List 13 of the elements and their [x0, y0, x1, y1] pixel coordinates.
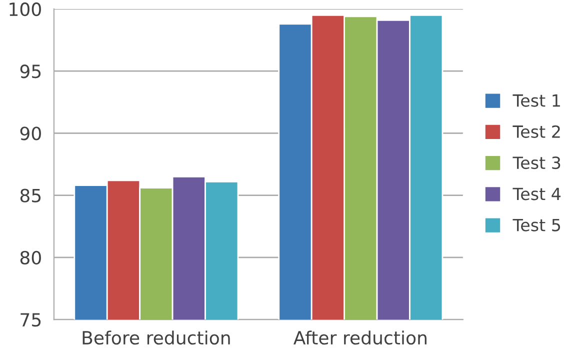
y-tick-label: 90 — [20, 126, 41, 140]
y-tick-label: 100 — [10, 2, 41, 16]
x-tick-label: After reduction — [294, 330, 426, 345]
y-tick-label: 80 — [20, 250, 41, 265]
legend-label: Test 2 — [512, 125, 560, 138]
legend-label: Test 3 — [512, 156, 560, 170]
y-tick-label: 75 — [20, 313, 41, 327]
legend-label: Test 1 — [512, 94, 560, 107]
legend-label: Test 5 — [512, 218, 560, 232]
legend-label: Test 4 — [512, 188, 561, 200]
x-tick-label: Before reduction — [82, 330, 230, 345]
y-tick-label: 85 — [20, 188, 41, 202]
y-tick-label: 95 — [20, 64, 41, 78]
